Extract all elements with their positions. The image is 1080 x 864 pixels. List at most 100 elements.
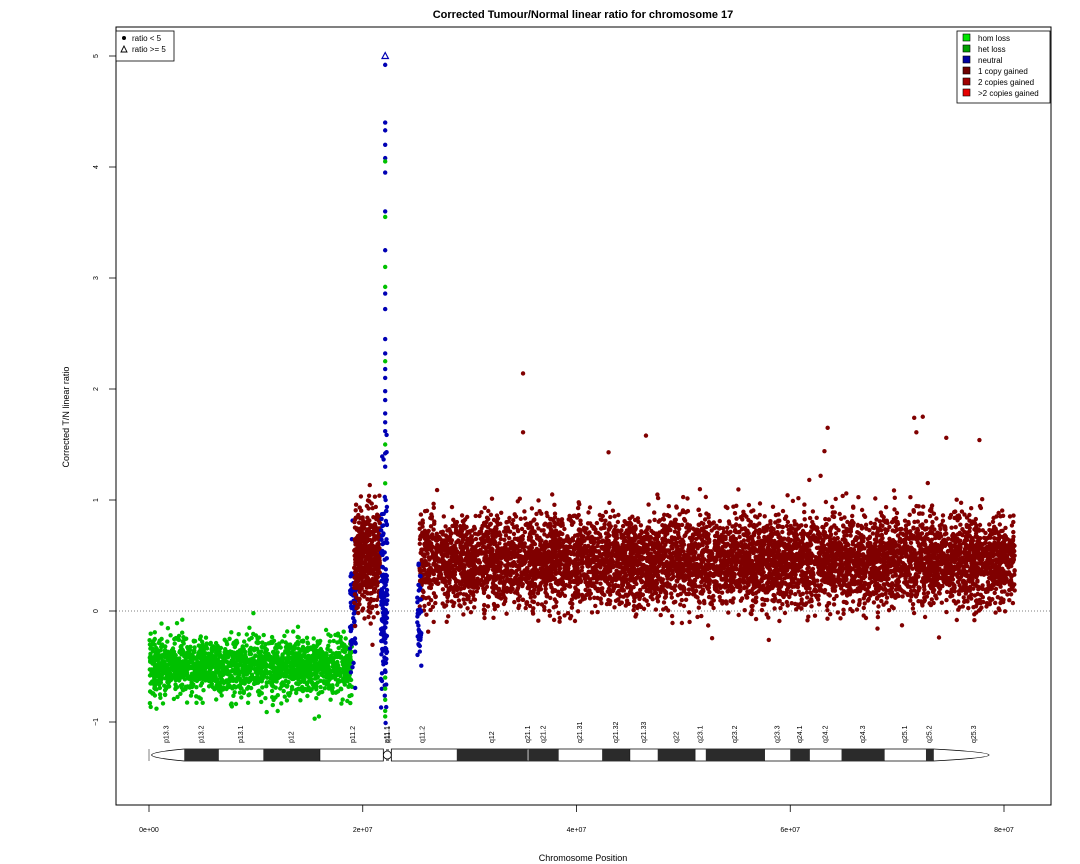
data-point bbox=[147, 701, 153, 706]
data-point bbox=[384, 508, 389, 514]
data-point bbox=[158, 667, 164, 673]
data-point bbox=[200, 639, 205, 644]
data-point bbox=[355, 575, 360, 580]
data-point bbox=[179, 660, 184, 665]
data-point bbox=[307, 656, 312, 661]
data-point bbox=[190, 675, 195, 680]
data-point bbox=[273, 685, 278, 690]
data-point bbox=[342, 682, 347, 687]
data-point bbox=[298, 698, 303, 703]
data-point bbox=[274, 673, 279, 678]
data-point bbox=[384, 650, 389, 656]
data-point bbox=[200, 700, 205, 705]
data-point bbox=[258, 690, 263, 695]
data-point bbox=[703, 494, 708, 500]
data-point bbox=[319, 649, 325, 654]
data-point bbox=[203, 635, 209, 640]
data-point bbox=[353, 641, 358, 646]
data-point bbox=[264, 647, 269, 653]
data-point bbox=[345, 679, 350, 684]
data-point bbox=[355, 553, 360, 559]
data-point bbox=[360, 516, 365, 522]
data-point bbox=[347, 646, 353, 651]
data-point bbox=[172, 641, 177, 646]
data-point bbox=[229, 660, 235, 665]
data-point bbox=[552, 511, 558, 516]
data-point bbox=[219, 693, 224, 698]
data-point bbox=[372, 562, 377, 567]
data-point bbox=[169, 648, 175, 653]
data-point bbox=[263, 696, 268, 701]
data-point bbox=[270, 649, 276, 655]
data-point bbox=[378, 705, 384, 710]
data-point bbox=[272, 678, 277, 683]
data-point bbox=[354, 541, 360, 547]
data-point bbox=[352, 592, 358, 597]
data-point bbox=[379, 573, 385, 578]
data-point bbox=[364, 550, 370, 556]
data-point bbox=[262, 654, 267, 659]
data-point bbox=[936, 635, 942, 640]
data-point bbox=[371, 615, 376, 620]
data-point bbox=[451, 517, 456, 522]
data-point bbox=[381, 647, 386, 652]
data-point bbox=[184, 700, 190, 705]
data-point bbox=[265, 675, 270, 680]
data-point bbox=[284, 649, 289, 654]
data-point bbox=[189, 689, 195, 695]
data-point bbox=[269, 634, 275, 640]
data-point bbox=[335, 654, 340, 660]
data-point bbox=[374, 603, 379, 609]
data-point bbox=[925, 590, 931, 595]
data-point bbox=[923, 519, 929, 524]
data-point bbox=[309, 671, 314, 676]
data-point bbox=[481, 607, 487, 612]
data-point bbox=[921, 504, 926, 509]
data-point bbox=[205, 670, 210, 675]
data-point bbox=[341, 629, 346, 634]
data-point bbox=[272, 657, 278, 663]
data-point bbox=[214, 685, 220, 690]
data-point bbox=[958, 500, 964, 505]
data-point bbox=[363, 542, 368, 547]
data-point bbox=[290, 656, 296, 661]
data-point bbox=[231, 650, 237, 655]
data-point bbox=[298, 647, 303, 652]
data-point bbox=[311, 684, 316, 690]
data-point bbox=[374, 571, 380, 577]
data-point bbox=[384, 537, 389, 542]
data-point bbox=[170, 657, 175, 663]
data-point bbox=[195, 654, 200, 659]
data-point bbox=[953, 525, 958, 530]
data-point bbox=[332, 665, 338, 670]
data-point bbox=[194, 700, 199, 705]
data-point bbox=[241, 646, 246, 652]
data-point bbox=[282, 633, 287, 639]
data-point bbox=[363, 561, 368, 566]
data-point bbox=[368, 621, 373, 626]
data-point bbox=[237, 690, 243, 695]
data-point bbox=[148, 651, 153, 656]
data-point bbox=[330, 685, 335, 690]
data-point bbox=[379, 550, 384, 555]
data-point bbox=[737, 534, 742, 540]
data-point bbox=[344, 671, 349, 676]
data-point bbox=[379, 537, 384, 542]
data-point bbox=[173, 685, 178, 690]
data-point bbox=[291, 629, 296, 634]
data-point bbox=[431, 501, 436, 506]
data-point bbox=[219, 659, 224, 665]
data-point bbox=[286, 660, 292, 665]
data-point bbox=[171, 652, 176, 658]
data-point bbox=[192, 638, 198, 644]
data-point bbox=[325, 646, 330, 651]
data-point bbox=[441, 514, 446, 519]
data-point bbox=[335, 669, 340, 675]
data-point bbox=[319, 655, 324, 661]
data-point bbox=[162, 692, 168, 698]
data-point bbox=[194, 694, 199, 699]
data-point bbox=[613, 524, 618, 529]
data-point bbox=[278, 686, 283, 691]
